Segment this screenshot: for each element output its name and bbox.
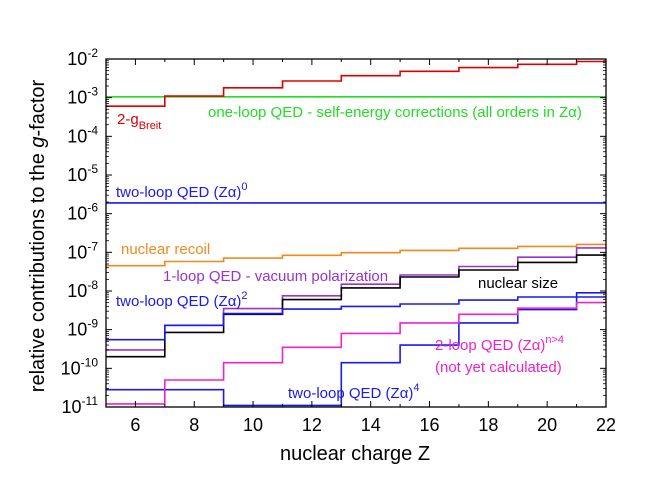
- x-tick-label: 14: [361, 415, 381, 435]
- ticks-layer: [105, 58, 607, 408]
- annotation-two-loop-0: two-loop QED (Zα)0: [116, 181, 248, 201]
- x-tick-label: 6: [130, 415, 140, 435]
- series-layer: [106, 60, 606, 407]
- x-tick-label: 16: [420, 415, 440, 435]
- x-tick-label: 12: [302, 415, 322, 435]
- series-line-2-2-g-breit: [106, 60, 606, 107]
- y-tick-label: 10-3: [67, 85, 98, 108]
- y-tick-label: 10-2: [67, 46, 98, 69]
- y-tick-label: 10-7: [67, 239, 98, 262]
- y-tick-label: 10-10: [61, 355, 99, 378]
- x-axis-title: nuclear charge Z: [280, 443, 430, 465]
- plot-frame: [105, 58, 607, 408]
- series-line-8-two-loop-qed-z-4: [106, 296, 606, 407]
- y-tick-label: 10-4: [67, 123, 98, 146]
- annotations: one-loop QED - self-energy corrections (…: [116, 104, 582, 402]
- y-axis-title: relative contributions to the g-factor: [27, 79, 49, 392]
- annotation-two-loop-4: two-loop QED (Zα)4: [288, 382, 420, 402]
- y-tick-label: 10-6: [67, 201, 98, 224]
- x-tick-label: 8: [189, 415, 199, 435]
- x-tick-label: 22: [596, 415, 616, 435]
- y-tick-label: 10-9: [67, 317, 98, 340]
- annotation-one-loop: one-loop QED - self-energy corrections (…: [208, 104, 582, 121]
- y-tick-label: 10-11: [62, 394, 99, 417]
- y-tick-label: 10-5: [67, 162, 98, 185]
- annotation-size: nuclear size: [478, 275, 558, 292]
- y-tick-label: 10-8: [67, 278, 98, 301]
- annotation-vacpol: 1-loop QED - vacuum polarization: [163, 268, 388, 285]
- x-tick-label: 18: [478, 415, 498, 435]
- series-line-4-nuclear-recoil: [106, 243, 606, 267]
- series-line-9-2-loop-qed-z-n-4-not-yet-calculated: [106, 301, 606, 405]
- annotation-recoil: nuclear recoil: [121, 241, 210, 258]
- annotation-two-loop-2: two-loop QED (Zα)2: [116, 290, 248, 310]
- tick-labels: 6 8 10 12 14 16 18 20 22 10-11 10-10 10-9 10-8 10-7 10…: [61, 46, 616, 435]
- x-tick-label: 20: [537, 415, 557, 435]
- x-tick-label: 10: [243, 415, 263, 435]
- annotation-breit: 2-gBreit: [117, 111, 161, 132]
- series-line-6-nuclear-size: [106, 254, 606, 358]
- annotation-not-yet: (not yet calculated): [435, 359, 562, 376]
- annotation-two-loop-n: 2-loop QED (Zα)n>4: [435, 334, 564, 354]
- series-line-7-two-loop-qed-z-2: [106, 292, 606, 341]
